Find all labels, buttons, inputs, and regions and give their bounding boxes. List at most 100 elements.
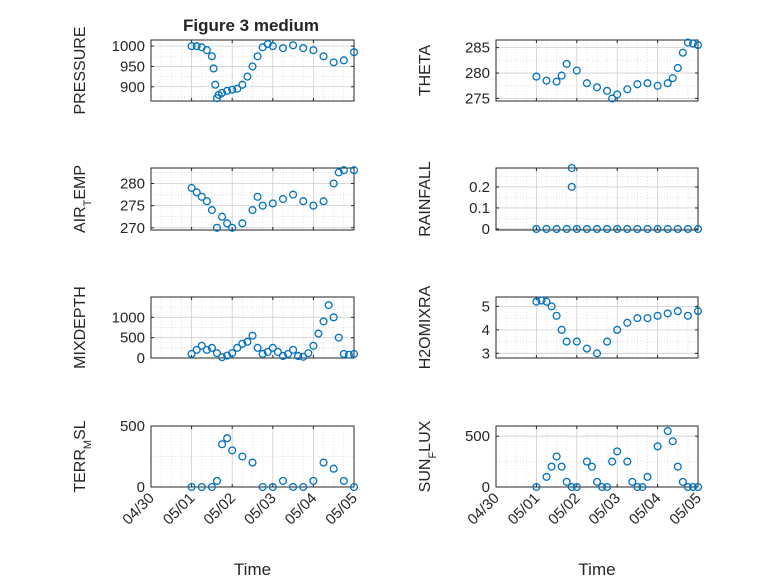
data-point [633, 482, 642, 492]
data-points [532, 296, 703, 358]
data-point [258, 349, 267, 358]
data-point [289, 345, 298, 354]
data-point [653, 311, 662, 320]
y-tick-label: 0 [137, 350, 145, 367]
y-axis-label: THETA [417, 45, 434, 97]
y-axis-label: AIRTEMP [72, 165, 94, 233]
data-point [324, 301, 333, 310]
y-tick-label: 500 [120, 330, 145, 347]
data-point [557, 71, 566, 80]
data-point [218, 440, 227, 449]
data-point [253, 52, 262, 61]
data-points [187, 301, 359, 362]
y-tick-label: 0.2 [469, 179, 490, 196]
data-point [211, 80, 220, 89]
data-point [532, 224, 541, 233]
data-point [683, 38, 692, 47]
data-point [329, 179, 338, 188]
data-point [582, 224, 591, 233]
data-point [592, 477, 602, 486]
data-point [273, 347, 282, 356]
data-point [334, 333, 343, 342]
data-point [663, 309, 672, 318]
data-point [319, 317, 328, 326]
data-point [349, 48, 359, 57]
data-point [329, 313, 338, 322]
data-point [309, 341, 318, 350]
y-axis-label-main: RAINFALL [417, 161, 434, 237]
data-point [582, 457, 591, 466]
data-point [592, 224, 602, 233]
y-tick-label: 275 [465, 90, 490, 107]
data-point [258, 482, 267, 492]
data-point [289, 41, 298, 50]
data-point [329, 464, 338, 473]
data-point [592, 83, 602, 92]
data-point [238, 219, 247, 228]
data-point [299, 197, 308, 206]
data-point [537, 296, 546, 305]
subplot-sun: 04/30 05/01 05/02 05/03 05/04 05/050500SUNFLU… [417, 420, 705, 579]
subplot-air: 270 275 280 AIRTEMP [72, 165, 359, 237]
y-axis-label-main: THETA [417, 45, 434, 97]
axes-box [495, 39, 699, 102]
data-point [582, 79, 591, 88]
data-point [663, 224, 672, 233]
data-point [218, 212, 227, 221]
data-point [187, 349, 196, 358]
major-grid [151, 297, 354, 358]
data-point [319, 458, 328, 467]
y-tick-label: 900 [120, 79, 145, 96]
data-point [693, 482, 703, 492]
major-grid [496, 297, 698, 358]
axes-box [150, 425, 355, 488]
data-point [238, 339, 247, 348]
y-axis-label-main: H2OMIXRA [417, 285, 434, 369]
data-point [587, 462, 596, 471]
y-tick-label: 0 [137, 479, 145, 496]
data-point [597, 482, 607, 492]
y-tick-label: 0 [482, 221, 490, 238]
data-points [187, 166, 359, 232]
data-point [202, 46, 211, 55]
data-point [299, 44, 308, 53]
data-point [223, 86, 232, 95]
major-grid [496, 426, 698, 487]
data-point [268, 42, 277, 51]
data-point [668, 74, 677, 83]
data-point [228, 349, 237, 358]
y-tick-label: 1000 [112, 309, 145, 326]
data-point [263, 40, 272, 49]
x-axis-label: Time [234, 560, 271, 579]
data-point [572, 66, 581, 75]
data-point [228, 446, 237, 455]
data-point [278, 194, 288, 204]
data-point [202, 345, 211, 354]
data-point [207, 206, 216, 215]
data-point [278, 44, 288, 53]
y-axis-label-subscript: T [82, 199, 94, 206]
data-point [603, 482, 612, 492]
data-point [233, 343, 242, 352]
data-point [532, 482, 541, 492]
data-point [223, 434, 232, 443]
data-point [233, 84, 242, 93]
data-point [309, 46, 318, 55]
data-point [633, 80, 642, 89]
data-point [212, 476, 222, 485]
axes-box [150, 39, 355, 102]
y-tick-label: 280 [465, 65, 490, 82]
y-tick-label: 3 [482, 345, 490, 362]
data-point [643, 472, 652, 481]
minor-grid [151, 426, 354, 487]
minor-grid [496, 168, 698, 230]
data-point [683, 482, 692, 492]
data-point [207, 52, 216, 61]
data-point [668, 437, 677, 446]
y-axis-label-rest: EMP [72, 165, 89, 200]
data-point [248, 331, 257, 340]
data-point [653, 81, 662, 90]
data-point [653, 224, 662, 233]
data-point [268, 343, 277, 352]
data-point [228, 85, 237, 94]
